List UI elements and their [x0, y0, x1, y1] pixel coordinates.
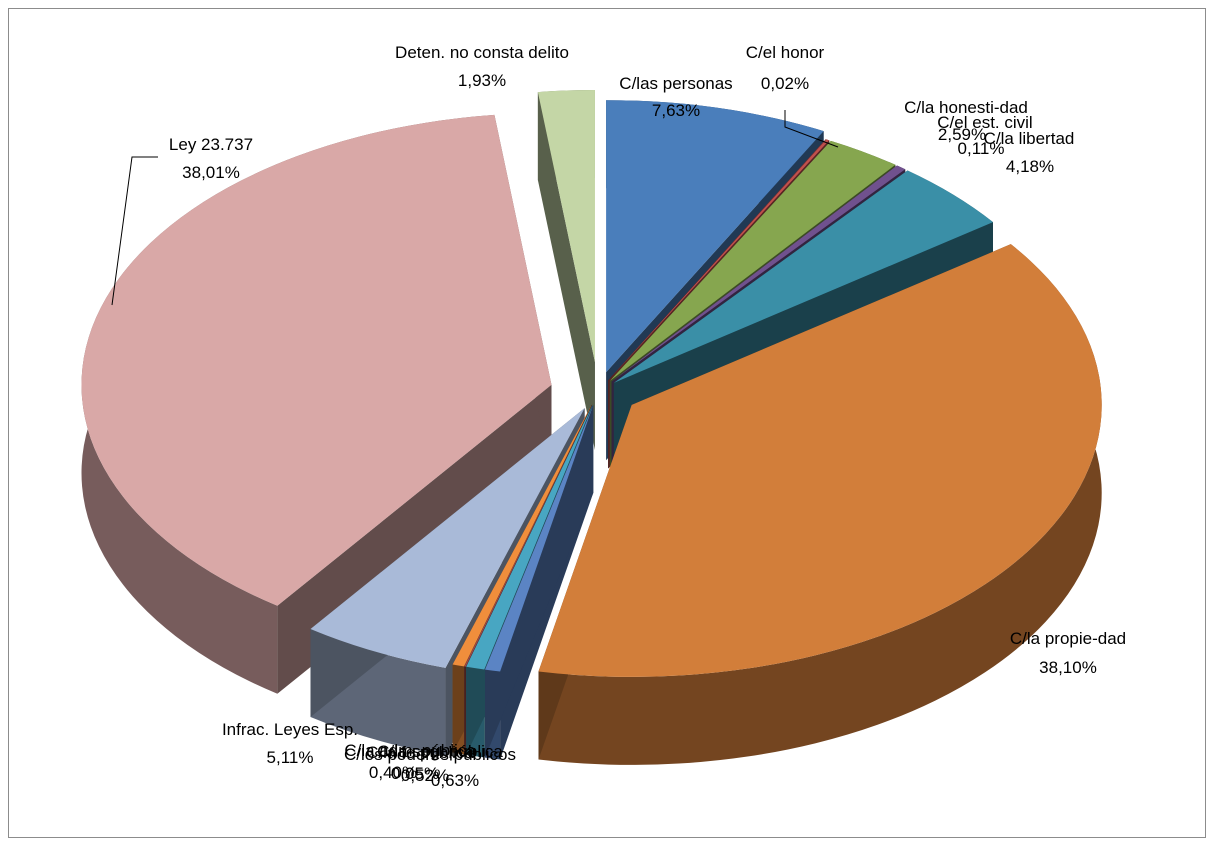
label-libertad-name: C/la libertad: [984, 129, 1075, 148]
label-small-a: C/la fe pública: [366, 743, 474, 762]
label-personas-pct: 7,63%: [652, 101, 700, 120]
label-honor-name: C/el honor: [746, 43, 825, 62]
label-estcivil-pct: 2,59%: [938, 125, 986, 144]
label-small-pct-a: 0,40%: [369, 763, 417, 782]
leader-line-honor: [784, 110, 839, 148]
slice-top-c-los-poderes-p-blicos-11: [464, 404, 593, 667]
label-honestidad-pct: 0,11%: [958, 139, 1005, 158]
label-small-c: C/los poderes públicos: [344, 745, 516, 764]
slice-top-c-el-honor-2: [608, 139, 827, 381]
slice-side-deten-no-consta-delito-0-0: [537, 92, 595, 451]
slice-top-c-la-seg-p-blica-13: [485, 404, 594, 672]
slice-top-infrac-leyes-esp-9: [310, 408, 585, 668]
slice-top-c-la-fe-p-blica-12: [466, 404, 593, 670]
slice-top-c-la-adm-p-blica-10: [452, 404, 592, 667]
label-deten-pct: 1,93%: [458, 71, 506, 90]
slice-top-c-la-honesti-dad-3: [608, 139, 830, 381]
slice-top-c-la-libertad-6: [613, 170, 993, 383]
label-honor-pct: 0,02%: [761, 74, 809, 93]
leader-line-ley23737: [111, 156, 158, 306]
label-estcivil-name: C/el est. civil: [937, 113, 1032, 132]
label-small-pct-d: 0,52%: [401, 766, 449, 785]
slice-top-deten-no-consta-delito-0: [537, 90, 595, 363]
label-leyes-pct: 5,11%: [267, 748, 314, 767]
label-personas-name: C/las personas: [619, 74, 732, 93]
label-honestidad-name: C/la honesti-dad: [904, 98, 1028, 117]
label-small-b: C/la adm. pública: [344, 741, 476, 760]
label-small-pct-b: 0,63%: [431, 771, 479, 790]
label-small-d: C/la seg. pública: [377, 742, 503, 761]
label-propiedad-name: C/la propie-dad: [1010, 629, 1126, 648]
slice-top-ley-23-737-7: [81, 114, 552, 606]
slice-side-c-la-seg-p-blica-13-1: [485, 404, 594, 758]
slice-top-c-la-libertad-5: [611, 165, 906, 382]
label-ley23737-pct: 38,01%: [182, 163, 240, 182]
slice-top-c-las-personas-1: [606, 100, 824, 373]
slice-wall-c-la-propie-dad-8: [538, 244, 1102, 765]
label-ley23737-name: Ley 23.737: [169, 135, 253, 154]
pie-slices: [81, 90, 1102, 765]
slice-top-c-el-est-civil-4: [609, 140, 896, 381]
label-libertad-pct: 4,18%: [1006, 157, 1054, 176]
slice-top-c-la-propie-dad-8: [538, 244, 1102, 677]
label-propiedad-pct: 38,10%: [1039, 658, 1097, 677]
label-deten-name: Deten. no consta delito: [395, 43, 569, 62]
label-small-pct-c: 0,05%: [391, 764, 439, 783]
label-leyes-name: Infrac. Leyes Esp.: [222, 720, 358, 739]
